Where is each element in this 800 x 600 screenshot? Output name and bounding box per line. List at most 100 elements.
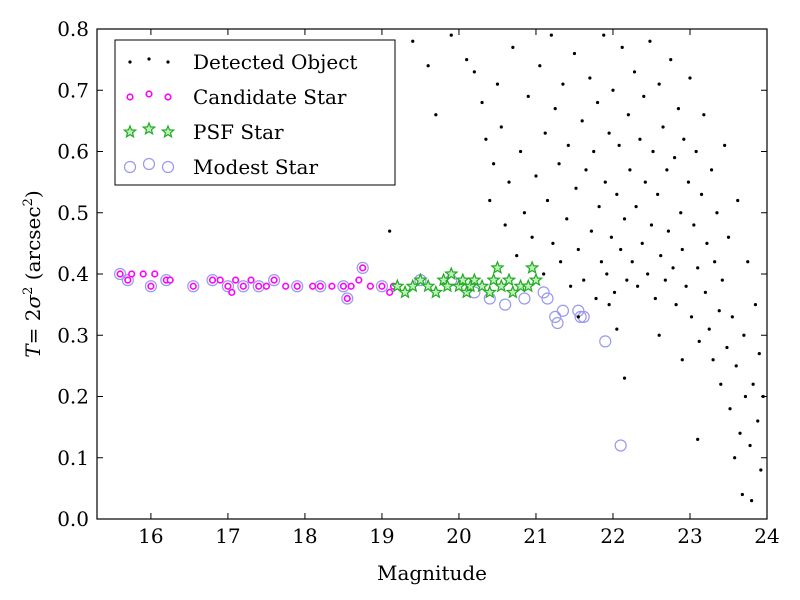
y-tick-label: 0.7 [57,78,89,102]
data-point [328,282,336,290]
data-point [720,278,724,282]
data-point [239,282,247,290]
legend-label: Candidate Star [193,85,347,109]
data-point [699,192,704,196]
data-point [676,107,681,111]
data-point [619,247,623,252]
legend-label: PSF Star [193,120,284,144]
data-point [636,284,640,288]
data-point [116,270,124,278]
y-tick-label: 0.2 [57,385,89,409]
x-tick-label: 24 [754,524,779,548]
legend-marker [122,124,138,139]
data-point [492,162,496,166]
data-point [537,286,550,299]
data-point [151,270,159,278]
data-point [672,156,677,160]
data-point [542,272,546,276]
data-point [576,247,580,252]
data-point [707,327,711,331]
data-point [759,468,763,472]
data-point [375,280,389,293]
data-point [309,282,317,290]
data-point [128,270,136,278]
data-point [674,303,678,307]
data-point [615,192,619,196]
data-point [411,39,415,43]
data-point [166,276,174,284]
data-point [751,382,755,386]
legend-marker [126,93,134,101]
data-point [666,229,671,233]
x-tick-label: 18 [292,524,317,548]
data-point [736,198,740,203]
data-point [656,192,660,196]
data-point [663,278,667,282]
data-point [733,456,737,460]
data-point [572,51,577,56]
data-point [528,272,544,287]
data-point [614,439,627,452]
data-point [709,168,714,172]
y-label-sigma: σ [21,294,45,309]
y-label-sup1: 2 [21,287,36,295]
y-label-paren-open: (arcsec [21,206,45,286]
data-point [574,186,578,190]
data-point [723,143,727,147]
data-point [121,274,134,287]
data-point [632,70,637,74]
data-point [316,282,324,290]
data-point [216,276,224,284]
data-point [651,149,655,154]
data-point [611,88,615,92]
data-point [480,100,484,105]
data-point [595,100,600,105]
data-point [557,162,561,166]
data-point [642,94,646,98]
data-point [526,94,530,98]
data-point [725,345,729,350]
data-point [686,180,691,184]
data-point [484,137,488,141]
data-point [413,272,428,287]
data-point [702,113,706,117]
x-tick-label: 23 [677,524,702,548]
data-point [486,272,501,287]
y-tick-label: 0.6 [57,140,89,164]
legend-marker [123,160,137,174]
data-point [643,180,647,184]
legend-marker [141,121,157,136]
data-point [580,119,584,123]
data-point [434,113,438,117]
data-point [556,304,570,317]
data-point [620,45,624,49]
legend-marker [164,93,172,101]
data-point [549,310,562,323]
x-tick-label: 16 [138,524,163,548]
series-detected-object [388,33,765,503]
data-point [649,223,654,227]
data-point [388,229,392,233]
legend-marker [160,124,176,139]
data-point [684,284,688,288]
data-point [237,280,250,293]
data-point [247,276,255,284]
data-point [574,310,587,323]
x-tick-label: 22 [600,524,625,548]
data-point [680,247,684,252]
data-point [719,382,723,386]
data-point [605,272,609,276]
data-point [543,131,547,135]
data-point [728,407,732,411]
legend-box [114,39,396,186]
data-point [661,125,665,129]
data-point [566,143,570,147]
data-point [561,82,565,86]
data-point [347,282,355,290]
data-point [522,211,527,215]
y-label-prefix: T [21,343,45,358]
data-point [465,58,469,62]
data-point [607,131,611,135]
data-point [657,333,661,337]
data-point [515,254,519,258]
